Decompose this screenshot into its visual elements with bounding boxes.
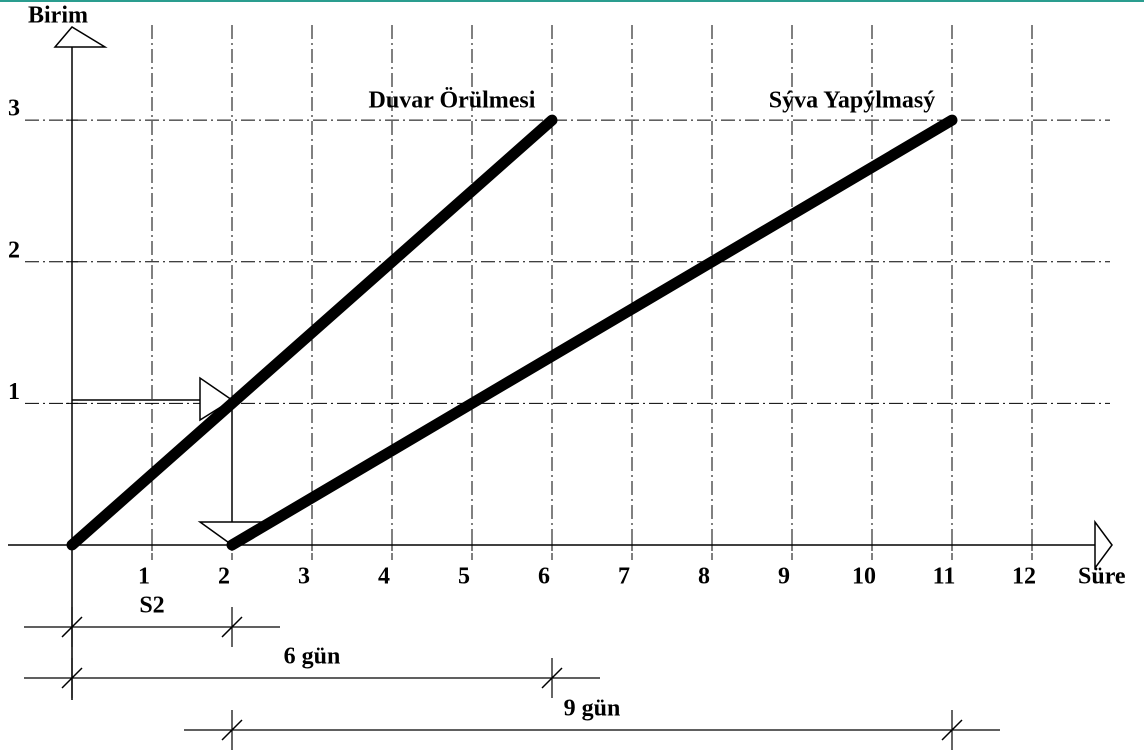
x-axis-arrow [1094,519,1113,571]
x-tick-label: 12 [1012,564,1036,590]
x-tick-label: 1 [138,564,150,590]
x-axis-label: Süre [1078,564,1126,590]
step-arrow [199,376,234,422]
x-tick-label: 5 [458,564,470,590]
x-tick-label: 2 [218,564,230,590]
dimension-label: 6 gün [284,644,341,670]
x-tick-label: 8 [698,564,710,590]
y-tick-label: 1 [8,379,20,405]
x-tick-label: 10 [852,564,876,590]
x-tick-label: 6 [538,564,550,590]
series-label: Sýva Yapýlmasý [769,88,935,114]
series-line [226,114,958,551]
x-tick-label: 3 [298,564,310,590]
x-tick-label: 7 [618,564,630,590]
y-axis-arrow [53,26,108,48]
y-tick-label: 3 [8,96,20,122]
y-tick-label: 2 [8,237,20,263]
series-line [66,114,558,551]
top-border [0,0,1144,2]
series-label: Duvar Örülmesi [369,88,536,114]
y-axis-label: Birim [28,3,88,29]
dimension-label: 9 gün [564,696,621,722]
grid [25,25,1110,560]
x-tick-label: 4 [378,564,390,590]
dimension-label: S2 [139,593,164,619]
x-tick-label: 9 [778,564,790,590]
x-tick-label: 11 [933,564,956,590]
